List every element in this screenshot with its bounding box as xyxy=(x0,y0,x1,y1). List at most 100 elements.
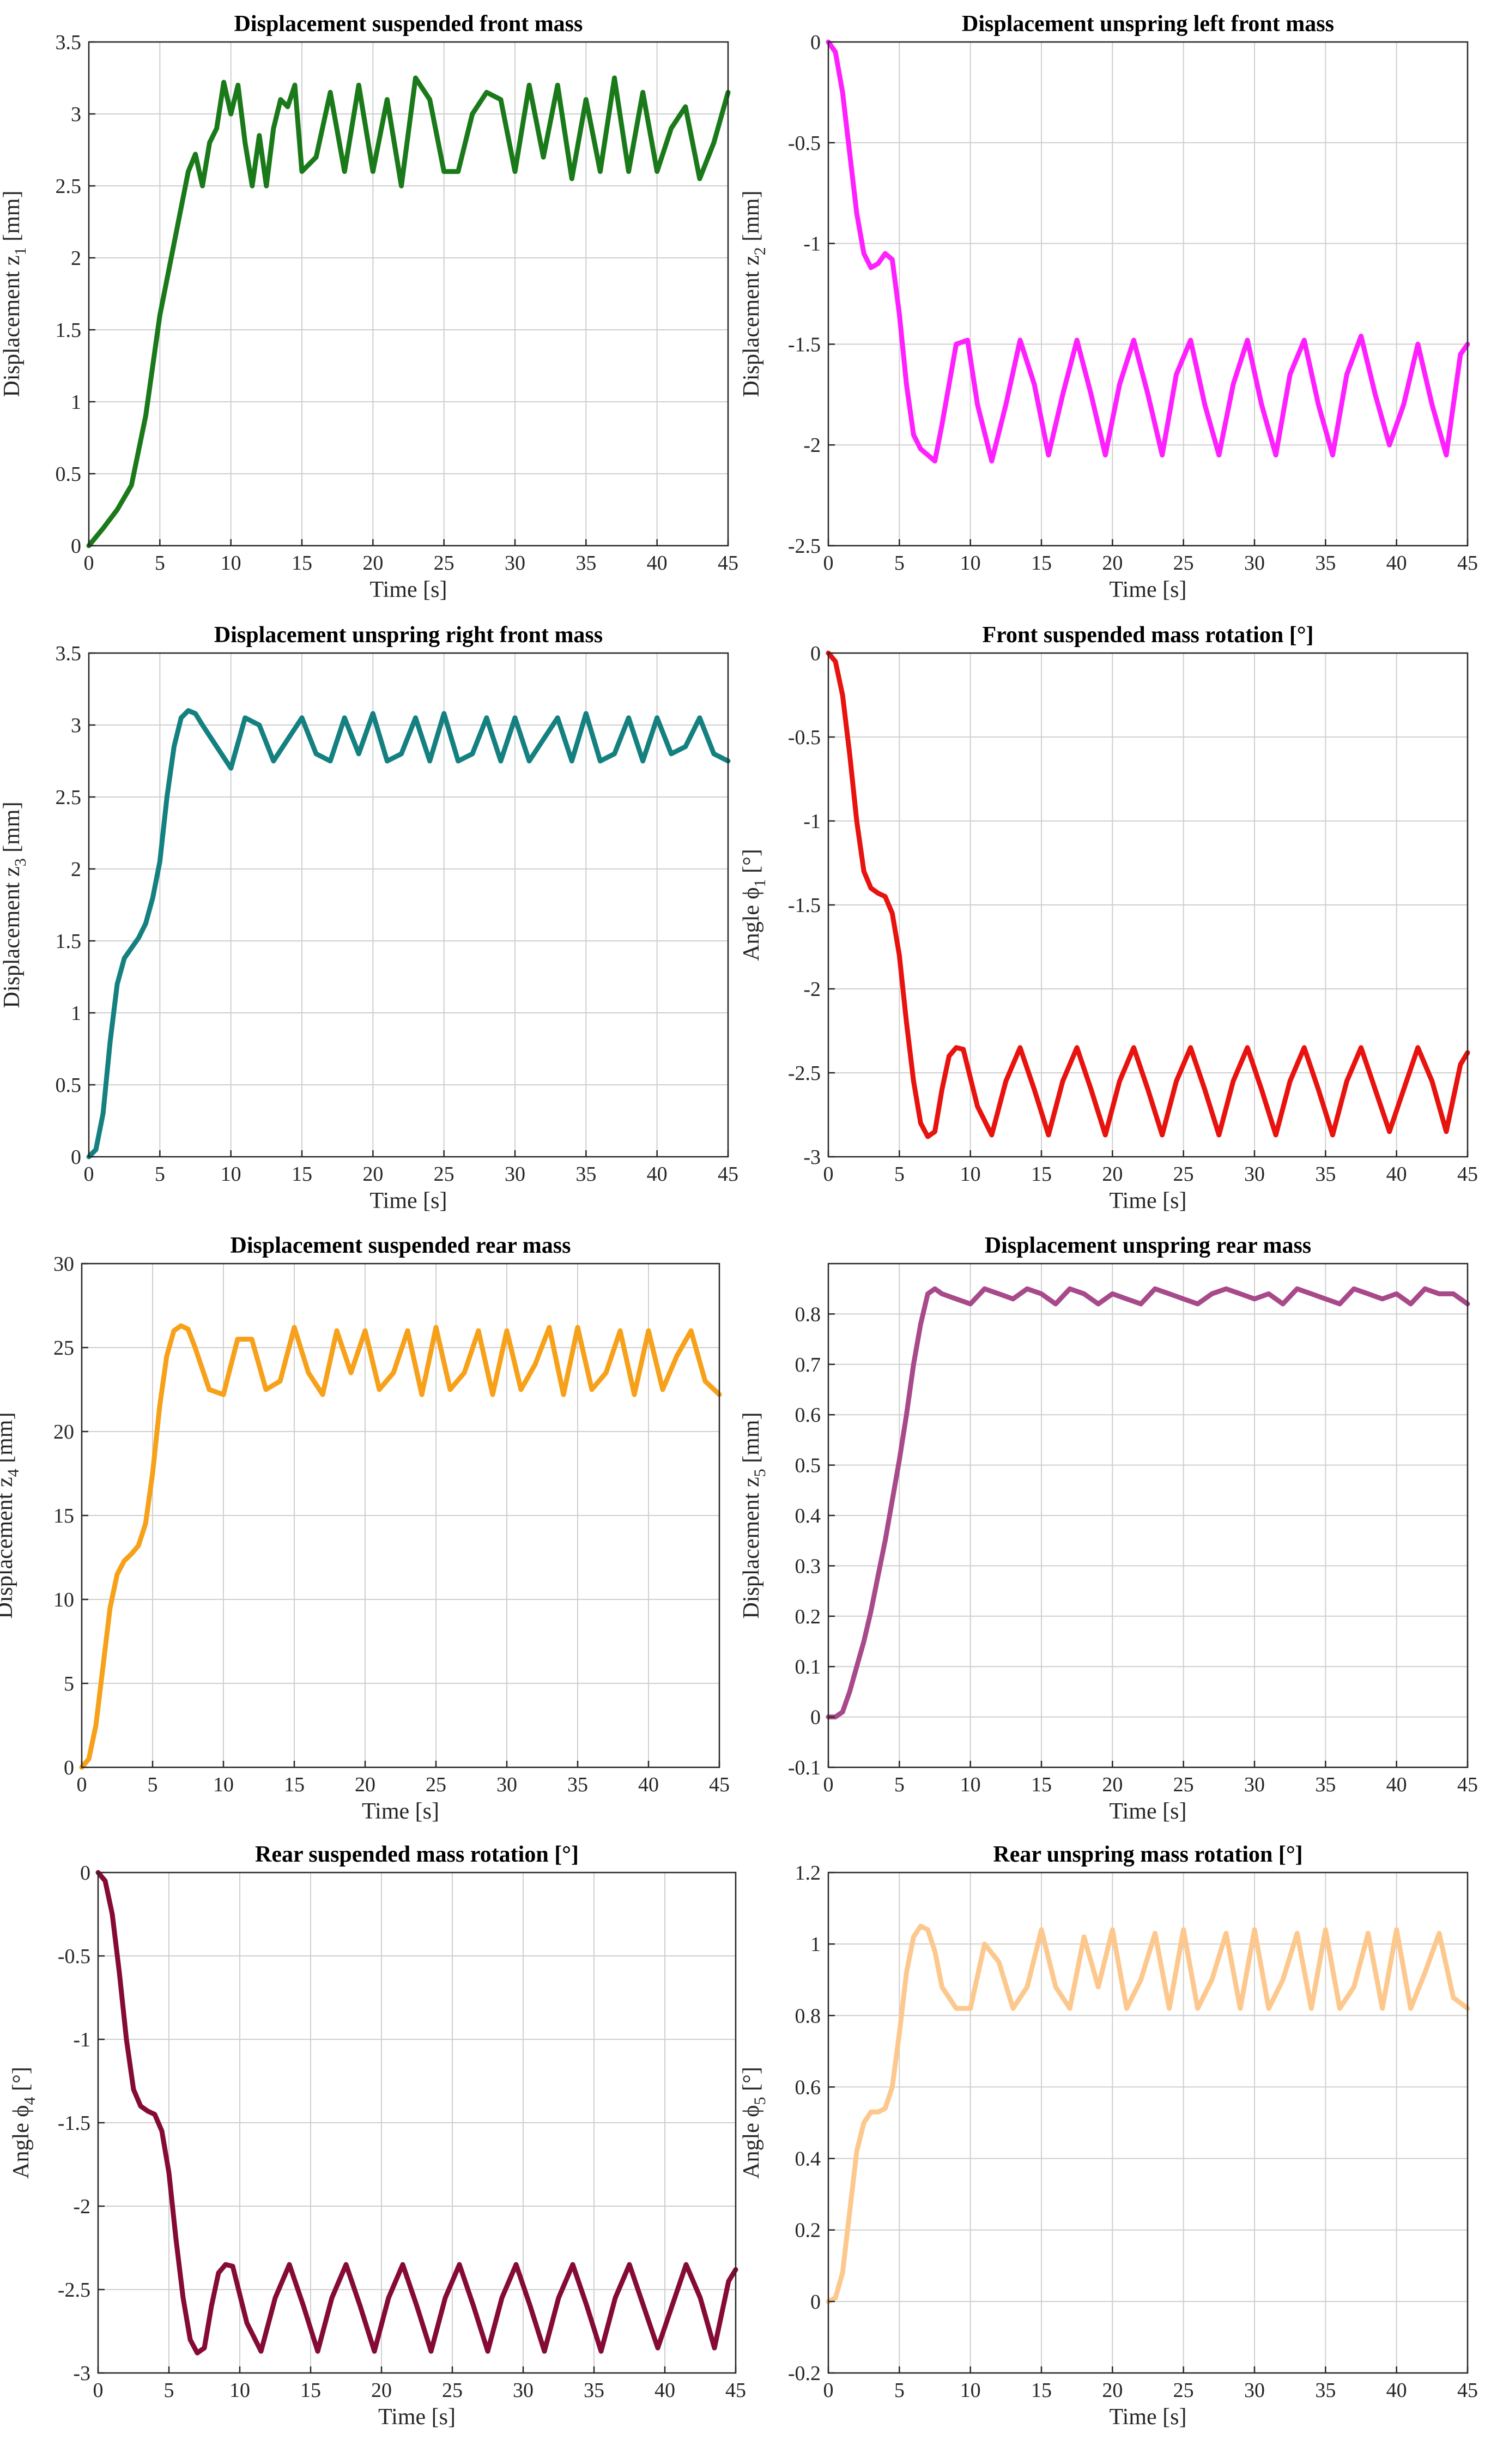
y-tick-label: -0.1 xyxy=(788,1756,821,1779)
y-tick-label: 3 xyxy=(71,714,81,737)
y-tick-label: -2 xyxy=(73,2195,90,2218)
x-tick-label: 40 xyxy=(647,552,668,575)
x-tick-label: 0 xyxy=(77,1773,87,1796)
x-tick-label: 40 xyxy=(1386,1773,1407,1796)
y-tick-label: 0 xyxy=(71,535,81,558)
y-axis-label: Displacement z5 [mm] xyxy=(739,1412,769,1619)
y-axis-label: Angle ϕ4 [°] xyxy=(9,2067,39,2179)
y-tick-label: 5 xyxy=(64,1672,74,1695)
x-tick-label: 20 xyxy=(1102,1773,1123,1796)
x-tick-label: 10 xyxy=(221,1163,241,1186)
y-tick-label: 0 xyxy=(810,1706,821,1729)
y-tick-label: 1 xyxy=(810,1933,821,1956)
x-tick-label: 30 xyxy=(496,1773,517,1796)
x-axis-label: Time [s] xyxy=(1110,1188,1187,1213)
x-tick-label: 30 xyxy=(1244,1773,1265,1796)
y-tick-label: 2 xyxy=(71,247,81,270)
x-tick-label: 0 xyxy=(823,2379,834,2402)
chart-panel-1: 0 5 10 15 20 25 30 35 40 45 0 0.5 1 1.5 2 2.5 3 3.5 Displa… xyxy=(0,11,738,602)
y-tick-label: 20 xyxy=(53,1421,74,1444)
chart-title: Front suspended mass rotation [°] xyxy=(983,623,1314,648)
x-axis-label: Time [s] xyxy=(1110,2405,1187,2430)
y-tick-label: -2 xyxy=(803,978,821,1001)
x-tick-label: 15 xyxy=(292,1163,312,1186)
y-tick-label: 0.8 xyxy=(795,1303,821,1326)
chart-title: Displacement suspended rear mass xyxy=(231,1233,571,1258)
x-tick-label: 15 xyxy=(284,1773,305,1796)
x-tick-label: 30 xyxy=(1244,552,1265,575)
x-tick-label: 30 xyxy=(1244,1163,1265,1186)
x-tick-label: 45 xyxy=(725,2379,746,2402)
x-tick-label: 15 xyxy=(300,2379,321,2402)
y-tick-label: 0.1 xyxy=(795,1656,821,1678)
x-tick-label: 5 xyxy=(148,1773,158,1796)
y-tick-label: 0 xyxy=(810,31,821,54)
x-tick-label: 30 xyxy=(513,2379,534,2402)
x-tick-label: 45 xyxy=(1457,552,1478,575)
y-tick-label: -3 xyxy=(73,2362,90,2385)
x-tick-label: 0 xyxy=(823,1163,834,1186)
chart-panel-2: 0 5 10 15 20 25 30 35 40 45 -2.5 -2 -1.5 -1 -0.5 0 Displ… xyxy=(739,11,1478,602)
x-tick-label: 25 xyxy=(1173,1773,1194,1796)
y-tick-label: 1.5 xyxy=(56,319,82,342)
y-tick-label: -1 xyxy=(803,810,821,833)
y-tick-label: -0.5 xyxy=(788,132,821,155)
x-tick-label: 15 xyxy=(1031,2379,1052,2402)
x-tick-label: 25 xyxy=(434,552,454,575)
x-tick-label: 10 xyxy=(960,2379,981,2402)
y-axis-label: Displacement z2 [mm] xyxy=(739,191,769,397)
x-tick-label: 20 xyxy=(1102,1163,1123,1186)
x-tick-label: 25 xyxy=(1173,1163,1194,1186)
x-tick-label: 40 xyxy=(647,1163,668,1186)
y-tick-label: 0.4 xyxy=(795,1505,821,1527)
series-line-z1 xyxy=(86,75,731,548)
y-tick-label: -2.5 xyxy=(788,1062,821,1085)
y-tick-label: 15 xyxy=(53,1505,74,1527)
y-tick-label: 0.6 xyxy=(795,2076,821,2099)
y-tick-label: 0.2 xyxy=(795,1605,821,1628)
y-tick-label: 0.5 xyxy=(56,1074,82,1097)
x-tick-label: 45 xyxy=(1457,1773,1478,1796)
x-axis-label: Time [s] xyxy=(1110,577,1187,602)
y-tick-label: 0 xyxy=(810,642,821,665)
chart-title: Displacement unspring right front mass xyxy=(214,623,603,648)
x-tick-label: 5 xyxy=(894,1163,905,1186)
y-tick-label: -2 xyxy=(803,434,821,457)
y-tick-label: -1.5 xyxy=(788,894,821,917)
chart-title: Displacement unspring rear mass xyxy=(985,1233,1311,1258)
x-tick-label: 25 xyxy=(442,2379,463,2402)
y-tick-label: 0.4 xyxy=(795,2148,821,2171)
x-tick-label: 45 xyxy=(709,1773,730,1796)
y-tick-label: 0.2 xyxy=(795,2219,821,2242)
y-tick-label: -0.5 xyxy=(58,1945,90,1968)
y-tick-label: 0 xyxy=(810,2291,821,2314)
y-tick-label: 1.2 xyxy=(795,1862,821,1885)
y-tick-label: 1 xyxy=(71,1002,81,1025)
series-line-z5 xyxy=(826,1286,1470,1720)
x-tick-label: 45 xyxy=(718,552,738,575)
chart-title: Displacement suspended front mass xyxy=(234,11,583,37)
x-tick-label: 35 xyxy=(1315,1773,1336,1796)
axes-box xyxy=(827,41,1469,547)
x-tick-label: 5 xyxy=(894,1773,905,1796)
x-tick-label: 20 xyxy=(362,552,383,575)
x-tick-label: 10 xyxy=(960,552,981,575)
y-tick-label: 3.5 xyxy=(56,31,82,54)
y-tick-label: 0.3 xyxy=(795,1555,821,1578)
x-tick-label: 30 xyxy=(505,552,525,575)
y-tick-label: -0.2 xyxy=(788,2362,821,2385)
x-tick-label: 0 xyxy=(84,1163,94,1186)
x-tick-label: 5 xyxy=(155,1163,165,1186)
y-tick-label: 3 xyxy=(71,103,81,126)
y-axis-label: Angle ϕ1 [°] xyxy=(739,849,769,961)
series-line-z4 xyxy=(79,1323,722,1770)
x-tick-label: 0 xyxy=(823,1773,834,1796)
x-tick-label: 25 xyxy=(1173,552,1194,575)
x-tick-label: 35 xyxy=(1315,2379,1336,2402)
y-tick-label: 0.7 xyxy=(795,1354,821,1376)
y-tick-label: 1 xyxy=(71,391,81,414)
axes-box xyxy=(88,41,729,547)
chart-title: Rear unspring mass rotation [°] xyxy=(993,1842,1302,1867)
x-tick-label: 0 xyxy=(84,552,94,575)
x-tick-label: 5 xyxy=(894,552,905,575)
